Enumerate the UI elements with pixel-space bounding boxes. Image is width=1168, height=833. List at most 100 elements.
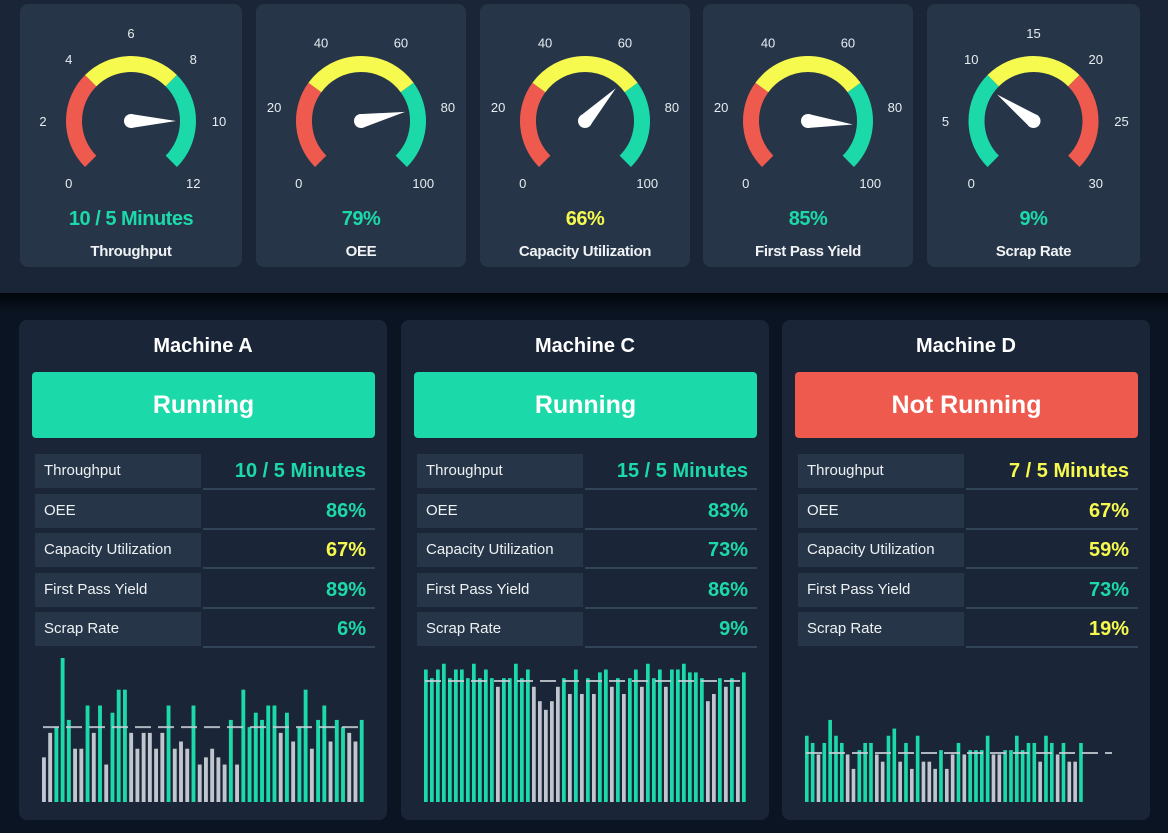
history-bar [863,742,867,802]
history-bar [241,689,246,802]
gauge-tick-label: 0 [519,176,526,191]
history-bar [915,735,920,802]
metric-value: 15 / 5 Minutes [585,454,757,490]
gauge-zone-red [296,82,327,167]
history-bar [353,741,358,802]
history-bar [54,727,59,802]
gauge-card-first-pass-yield: 0 20 40 60 80 100 85% First Pass Yield [703,4,913,267]
history-bar [110,712,115,802]
gauge-card-scrap-rate: 0 5 10 15 20 25 30 9% Scrap Rate [927,4,1140,267]
history-bar [1067,761,1072,802]
history-bar [974,750,978,802]
gauge-dial: 0 5 10 15 20 25 30 [942,26,1129,191]
gauge-zone-red [520,82,551,167]
metric-row: First Pass Yield 86% [417,572,757,613]
gauge-value: 9% [1019,208,1048,230]
history-bar [160,732,165,802]
machine-history-chart [802,650,1138,805]
history-bar [700,678,704,802]
metric-label: Scrap Rate [417,612,583,646]
history-bar [574,669,578,802]
gauge-dial: 0 2 4 6 8 10 12 [39,26,226,191]
machine-panel-machine-a: Machine A Running Throughput 10 / 5 Minutes… [19,320,387,820]
history-bar [490,678,494,802]
history-bar [822,742,827,802]
metric-value: 10 / 5 Minutes [203,454,375,490]
gauge-needle [807,114,853,128]
gauge-zone-green [842,82,873,167]
history-bar [892,728,897,802]
metric-row: Capacity Utilization 59% [798,533,1138,573]
history-bar [334,719,339,802]
history-bar [266,705,271,802]
gauge-tick-label: 0 [968,176,975,191]
machine-title: Machine C [534,335,636,357]
gauge-card-oee: 0 20 40 60 80 100 79% OEE [256,4,466,267]
history-bar [48,732,53,802]
history-bar [1073,761,1077,802]
gauge-tick-label: 60 [841,36,855,51]
history-bar [869,742,873,802]
history-bar [980,750,984,802]
metric-label: Scrap Rate [798,612,964,646]
history-bar [658,669,662,802]
history-bar [448,678,452,802]
metric-label: OEE [798,493,964,528]
metric-row: OEE 67% [798,493,1138,534]
history-bar [91,732,96,802]
history-bar [478,678,482,802]
machine-metrics-table: Throughput 10 / 5 Minutes OEE 86% Capacity U… [35,454,375,652]
bar-chart-svg [805,719,1112,802]
history-bar [921,761,926,802]
gauge-needle-hub [124,114,138,128]
gauge-tick-label: 5 [942,114,949,129]
history-bar [135,748,140,802]
history-bar [1032,742,1037,802]
metric-value: 6% [203,612,375,648]
gauge-needle [131,114,176,128]
history-bar [828,719,832,802]
gauge-zone-green [395,82,426,167]
gauge-tick-label: 40 [538,36,552,51]
metric-row: First Pass Yield 89% [35,572,375,613]
metric-value: 83% [585,494,757,530]
history-bar [253,712,258,802]
metric-value: 67% [966,494,1138,530]
history-bar [285,712,289,802]
machine-history-chart [421,650,757,805]
gauge-tick-label: 0 [295,176,302,191]
metric-value: 86% [585,573,757,609]
history-bar [880,761,885,802]
history-bar [598,672,602,802]
history-bar [309,748,314,802]
history-bar [851,768,856,802]
history-bar [904,742,908,802]
gauge-dial: 0 20 40 60 80 100 [267,36,455,192]
history-bar [526,669,530,802]
metric-label: Capacity Utilization [417,533,583,567]
history-bar [1044,735,1048,802]
gauge-label: First Pass Yield [754,243,862,260]
metric-value: 86% [203,494,375,530]
history-bar [604,669,608,802]
gauge-label: OEE [345,243,377,260]
history-bar [670,669,674,802]
gauge-zone-green [165,75,196,167]
gauge-needle-hub [578,114,592,128]
gauge-needle-hub [1026,114,1041,128]
history-bar [742,672,746,802]
gauge-tick-label: 80 [665,100,679,115]
history-bar [502,678,506,802]
machine-panel-machine-d: Machine D Not Running Throughput 7 / 5 Minu… [782,320,1150,820]
history-bar [154,748,159,802]
history-bar [1020,750,1025,802]
gauge-zone-yellow [755,56,861,93]
history-bar [247,727,252,802]
history-bar [845,754,850,802]
gauge-zone-yellow [308,56,414,93]
history-bar [580,694,584,802]
machine-status-badge: Not Running [795,372,1138,438]
history-bar [985,735,990,802]
machine-status-badge: Running [414,372,757,438]
gauge-label: Capacity Utilization [518,243,652,260]
